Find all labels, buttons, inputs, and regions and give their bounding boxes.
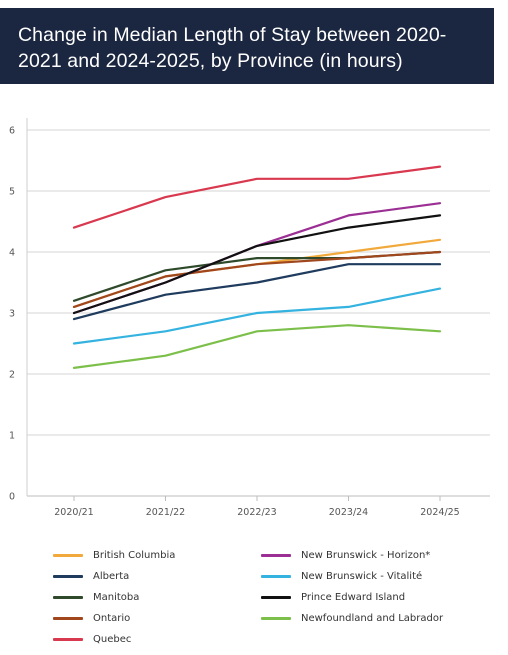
legend-item: Ontario [53, 609, 130, 627]
legend-item: Alberta [53, 567, 129, 585]
legend-swatch [261, 574, 291, 578]
legend-label: Ontario [93, 612, 131, 624]
series-line [72, 324, 442, 369]
y-tick-label: 2 [9, 370, 15, 381]
x-tick-label: 2023/24 [329, 507, 368, 518]
legend-label: Prince Edward Island [301, 591, 406, 603]
series-line [72, 250, 442, 302]
legend-label: New Brunswick - Vitalité [301, 570, 423, 582]
series-4 [72, 165, 442, 229]
x-tick-label: 2024/25 [420, 507, 459, 518]
series-line [72, 287, 442, 345]
legend-swatch [261, 553, 291, 557]
legend-label: British Columbia [93, 549, 176, 561]
legend-swatch [53, 616, 83, 620]
legend-item: New Brunswick - Vitalité [261, 567, 422, 585]
grid-layer [27, 129, 490, 497]
series-7 [72, 214, 442, 315]
x-tick-label: 2021/22 [146, 507, 185, 518]
legend-label: Quebec [93, 633, 132, 645]
axis-layer: 0 1 2 3 4 5 6 2020/21 2021/22 2022/23 2023/24 2024/… [9, 118, 460, 518]
y-tick-label: 3 [9, 309, 15, 320]
series-line [72, 238, 442, 308]
title-bar: Change in Median Length of Stay between … [0, 8, 494, 84]
legend-swatch [261, 595, 291, 599]
legend-item: Newfoundland and Labrador [261, 609, 443, 627]
series-8 [72, 324, 442, 369]
line-chart: 0 1 2 3 4 5 6 2020/21 2021/22 2022/23 2023/24 2024/… [9, 118, 490, 518]
y-tick-label: 5 [9, 187, 15, 198]
series-line [72, 165, 442, 229]
legend-item: New Brunswick - Horizon* [261, 546, 430, 564]
series-2 [72, 250, 442, 302]
legend-item: Quebec [53, 630, 131, 648]
legend-label: Newfoundland and Labrador [301, 612, 444, 624]
legend-swatch [53, 595, 83, 599]
y-tick-label: 6 [9, 126, 15, 137]
series-layer [72, 165, 442, 369]
legend-swatch [53, 574, 83, 578]
legend-label: Manitoba [93, 591, 140, 603]
series-line [72, 263, 442, 321]
y-tick-label: 0 [9, 492, 15, 503]
legend-item: Prince Edward Island [261, 588, 405, 606]
legend: British Columbia Alberta Manitoba Ontario Qu… [53, 546, 503, 652]
legend-swatch [53, 553, 83, 557]
x-tick-label: 2020/21 [54, 507, 93, 518]
series-6 [72, 287, 442, 345]
chart-title: Change in Median Length of Stay between … [18, 24, 447, 72]
legend-label: Alberta [93, 570, 130, 582]
legend-label: New Brunswick - Horizon* [301, 549, 431, 561]
series-1 [72, 263, 442, 321]
legend-item: British Columbia [53, 546, 175, 564]
series-0 [72, 238, 442, 308]
legend-swatch [53, 637, 83, 641]
x-tick-label: 2022/23 [237, 507, 276, 518]
y-tick-label: 4 [9, 248, 15, 259]
series-3 [72, 250, 442, 308]
legend-swatch [261, 616, 291, 620]
y-tick-label: 1 [9, 431, 15, 442]
legend-item: Manitoba [53, 588, 139, 606]
